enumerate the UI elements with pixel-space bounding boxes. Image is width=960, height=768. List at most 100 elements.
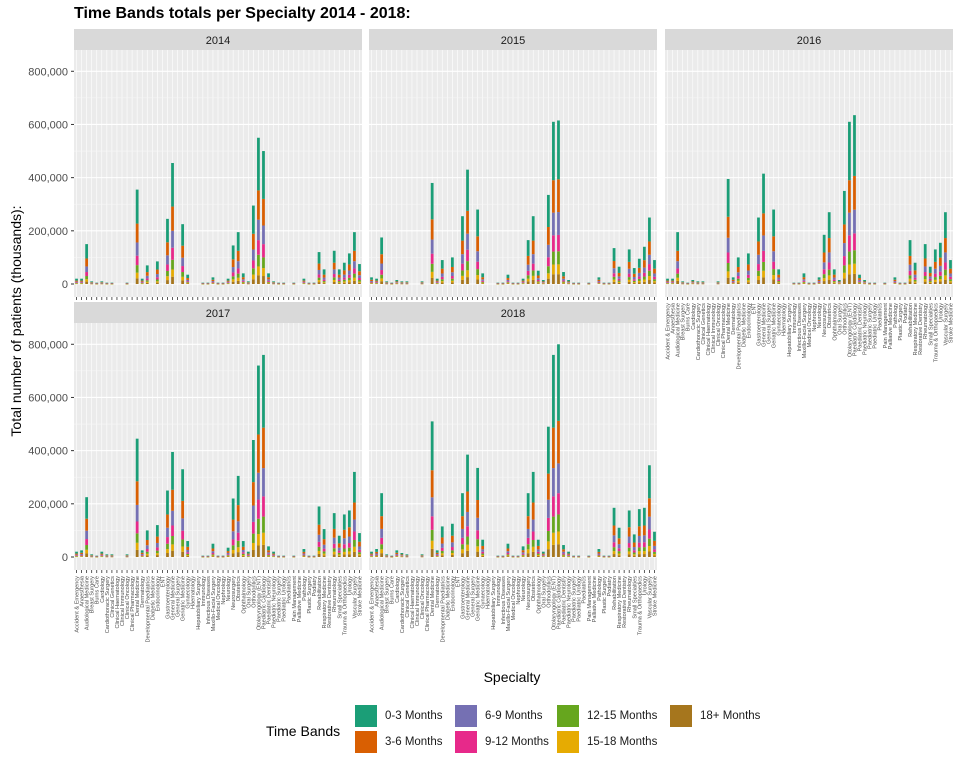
bar-segment-3-6-months	[181, 245, 185, 258]
bar-segment-6-9-months	[100, 554, 104, 556]
bar-segment-9-12-months	[531, 263, 535, 271]
bar-breast-surgery	[90, 554, 94, 558]
x-tick-label: Endocrinology	[746, 303, 752, 339]
bar-segment-6-9-months	[612, 535, 616, 543]
x-tick-label: General Medicine	[762, 303, 768, 347]
bar-paediatric-urology	[282, 555, 286, 558]
bar-segment-6-9-months	[858, 279, 861, 282]
bar-segment-18-months	[531, 279, 535, 284]
x-tick-label: Vascular Surgery	[352, 576, 358, 619]
bar-segment-3-6-months	[246, 282, 250, 283]
x-tick-label: Dental Medicine	[430, 576, 436, 616]
bar-segment-12-15-months	[536, 553, 540, 555]
x-tick-label: Gynaecology	[481, 576, 487, 609]
bar-segment-12-15-months	[241, 281, 245, 283]
bar-ophthalmology	[536, 270, 540, 284]
bar-segment-9-12-months	[186, 552, 190, 554]
bar-segment-9-12-months	[171, 525, 174, 536]
bar-segment-12-15-months	[481, 553, 485, 555]
bar-segment-6-9-months	[342, 274, 346, 278]
bar-general-medicine	[762, 173, 765, 284]
bar-segment-0-3-months	[653, 260, 656, 269]
bar-segment-3-6-months	[145, 272, 149, 276]
x-tick-label: Clinical Pharmacology	[721, 303, 727, 359]
chart-title: Time Bands totals per Specialty 2014 - 2…	[74, 5, 411, 22]
bar-oral-surgery	[246, 551, 250, 558]
bar-paediatric-surgery	[572, 282, 576, 285]
bar-segment-12-15-months	[617, 280, 621, 282]
bar-segment-15-18-months	[358, 554, 361, 556]
bar-segment-12-15-months	[302, 555, 306, 557]
bar-segment-6-9-months	[337, 547, 341, 551]
bar-paediatric-urology	[577, 282, 581, 285]
bar-segment-6-9-months	[241, 549, 245, 553]
bar-otolaryngology-ent-	[257, 365, 260, 557]
bar-segment-9-12-months	[461, 263, 464, 271]
bar-segment-18-months	[171, 550, 174, 557]
bar-segment-9-12-months	[552, 496, 555, 517]
bar-segment-9-12-months	[676, 268, 680, 274]
bar-segment-15-18-months	[757, 276, 760, 281]
bar-segment-3-6-months	[140, 280, 144, 282]
bar-clinical-oncology	[125, 282, 129, 285]
bar-segment-0-3-months	[125, 554, 129, 556]
bar-respiratory-medicine	[913, 262, 917, 284]
bar-segment-0-3-months	[481, 539, 485, 546]
bar-segment-3-6-months	[506, 278, 510, 280]
bar-segment-3-6-months	[521, 550, 525, 553]
x-tick-label: Trauma & Orthopaedics	[342, 576, 348, 635]
bar-segment-3-6-months	[506, 548, 510, 552]
x-tick-label: ENT	[160, 575, 166, 587]
bar-segment-3-6-months	[461, 240, 464, 255]
bar-segment-0-3-months	[435, 550, 439, 553]
x-tick-label: Geriatric Medicine	[772, 303, 778, 348]
x-tick-label: Orthodontics	[842, 303, 848, 335]
bar-segment-6-9-months	[653, 545, 656, 550]
bar-segment-6-9-months	[567, 554, 570, 556]
bar-segment-0-3-months	[272, 551, 275, 554]
bar-geriatric-medicine	[476, 467, 480, 557]
bar-segment-15-18-months	[251, 274, 255, 280]
bar-segment-9-12-months	[435, 282, 439, 283]
x-tick-label: Obstetrics	[827, 303, 833, 328]
bar-segment-18-months	[353, 551, 356, 557]
bar-segment-0-3-months	[181, 224, 185, 246]
bar-paediatric-neurology	[567, 280, 570, 285]
bar-segment-0-3-months	[777, 269, 781, 275]
bar-segment-15-18-months	[853, 263, 856, 274]
bar-segment-0-3-months	[526, 240, 530, 256]
bar-segment-15-18-months	[342, 551, 346, 555]
bar-trauma-orthopaedics	[342, 262, 346, 284]
bar-segment-3-6-months	[557, 179, 560, 213]
bar-segment-3-6-months	[105, 555, 109, 556]
bar-segment-3-6-months	[832, 274, 836, 278]
x-tick-label: Paediatric Urology	[873, 303, 879, 349]
bar-segment-0-3-months	[186, 274, 190, 279]
bar-segment-3-6-months	[632, 542, 636, 548]
bar-segment-15-18-months	[726, 271, 730, 278]
x-tick-label: Paediatrics	[582, 576, 588, 604]
bar-segment-0-3-months	[701, 281, 705, 283]
x-tick-label: Clinical Haematology	[410, 576, 416, 629]
bar-segment-12-15-months	[923, 276, 927, 280]
bar-segment-0-3-months	[166, 490, 169, 515]
bar-segment-3-6-months	[342, 529, 346, 539]
y-tick-label: 600,000	[28, 392, 68, 404]
bar-nephrology	[516, 555, 520, 558]
x-tick-label: Restorative Dentistry	[622, 576, 628, 628]
y-tick-label: 0	[62, 279, 68, 291]
bar-segment-9-12-months	[181, 530, 185, 540]
bar-segment-0-3-months	[262, 151, 265, 199]
bar-segment-18-months	[552, 274, 555, 284]
bar-segment-18-months	[908, 281, 912, 284]
bar-segment-6-9-months	[435, 554, 439, 556]
bar-geriatric-medicine	[181, 224, 185, 284]
bar-segment-15-18-months	[181, 546, 185, 552]
bar-segment-12-15-months	[461, 544, 464, 550]
bar-segment-3-6-months	[181, 500, 185, 519]
bar-segment-9-12-months	[395, 555, 399, 556]
bar-segment-18-months	[231, 281, 235, 284]
bar-segment-18-months	[676, 280, 680, 284]
bar-segment-6-9-months	[617, 276, 621, 279]
bar-segment-0-3-months	[842, 190, 846, 225]
